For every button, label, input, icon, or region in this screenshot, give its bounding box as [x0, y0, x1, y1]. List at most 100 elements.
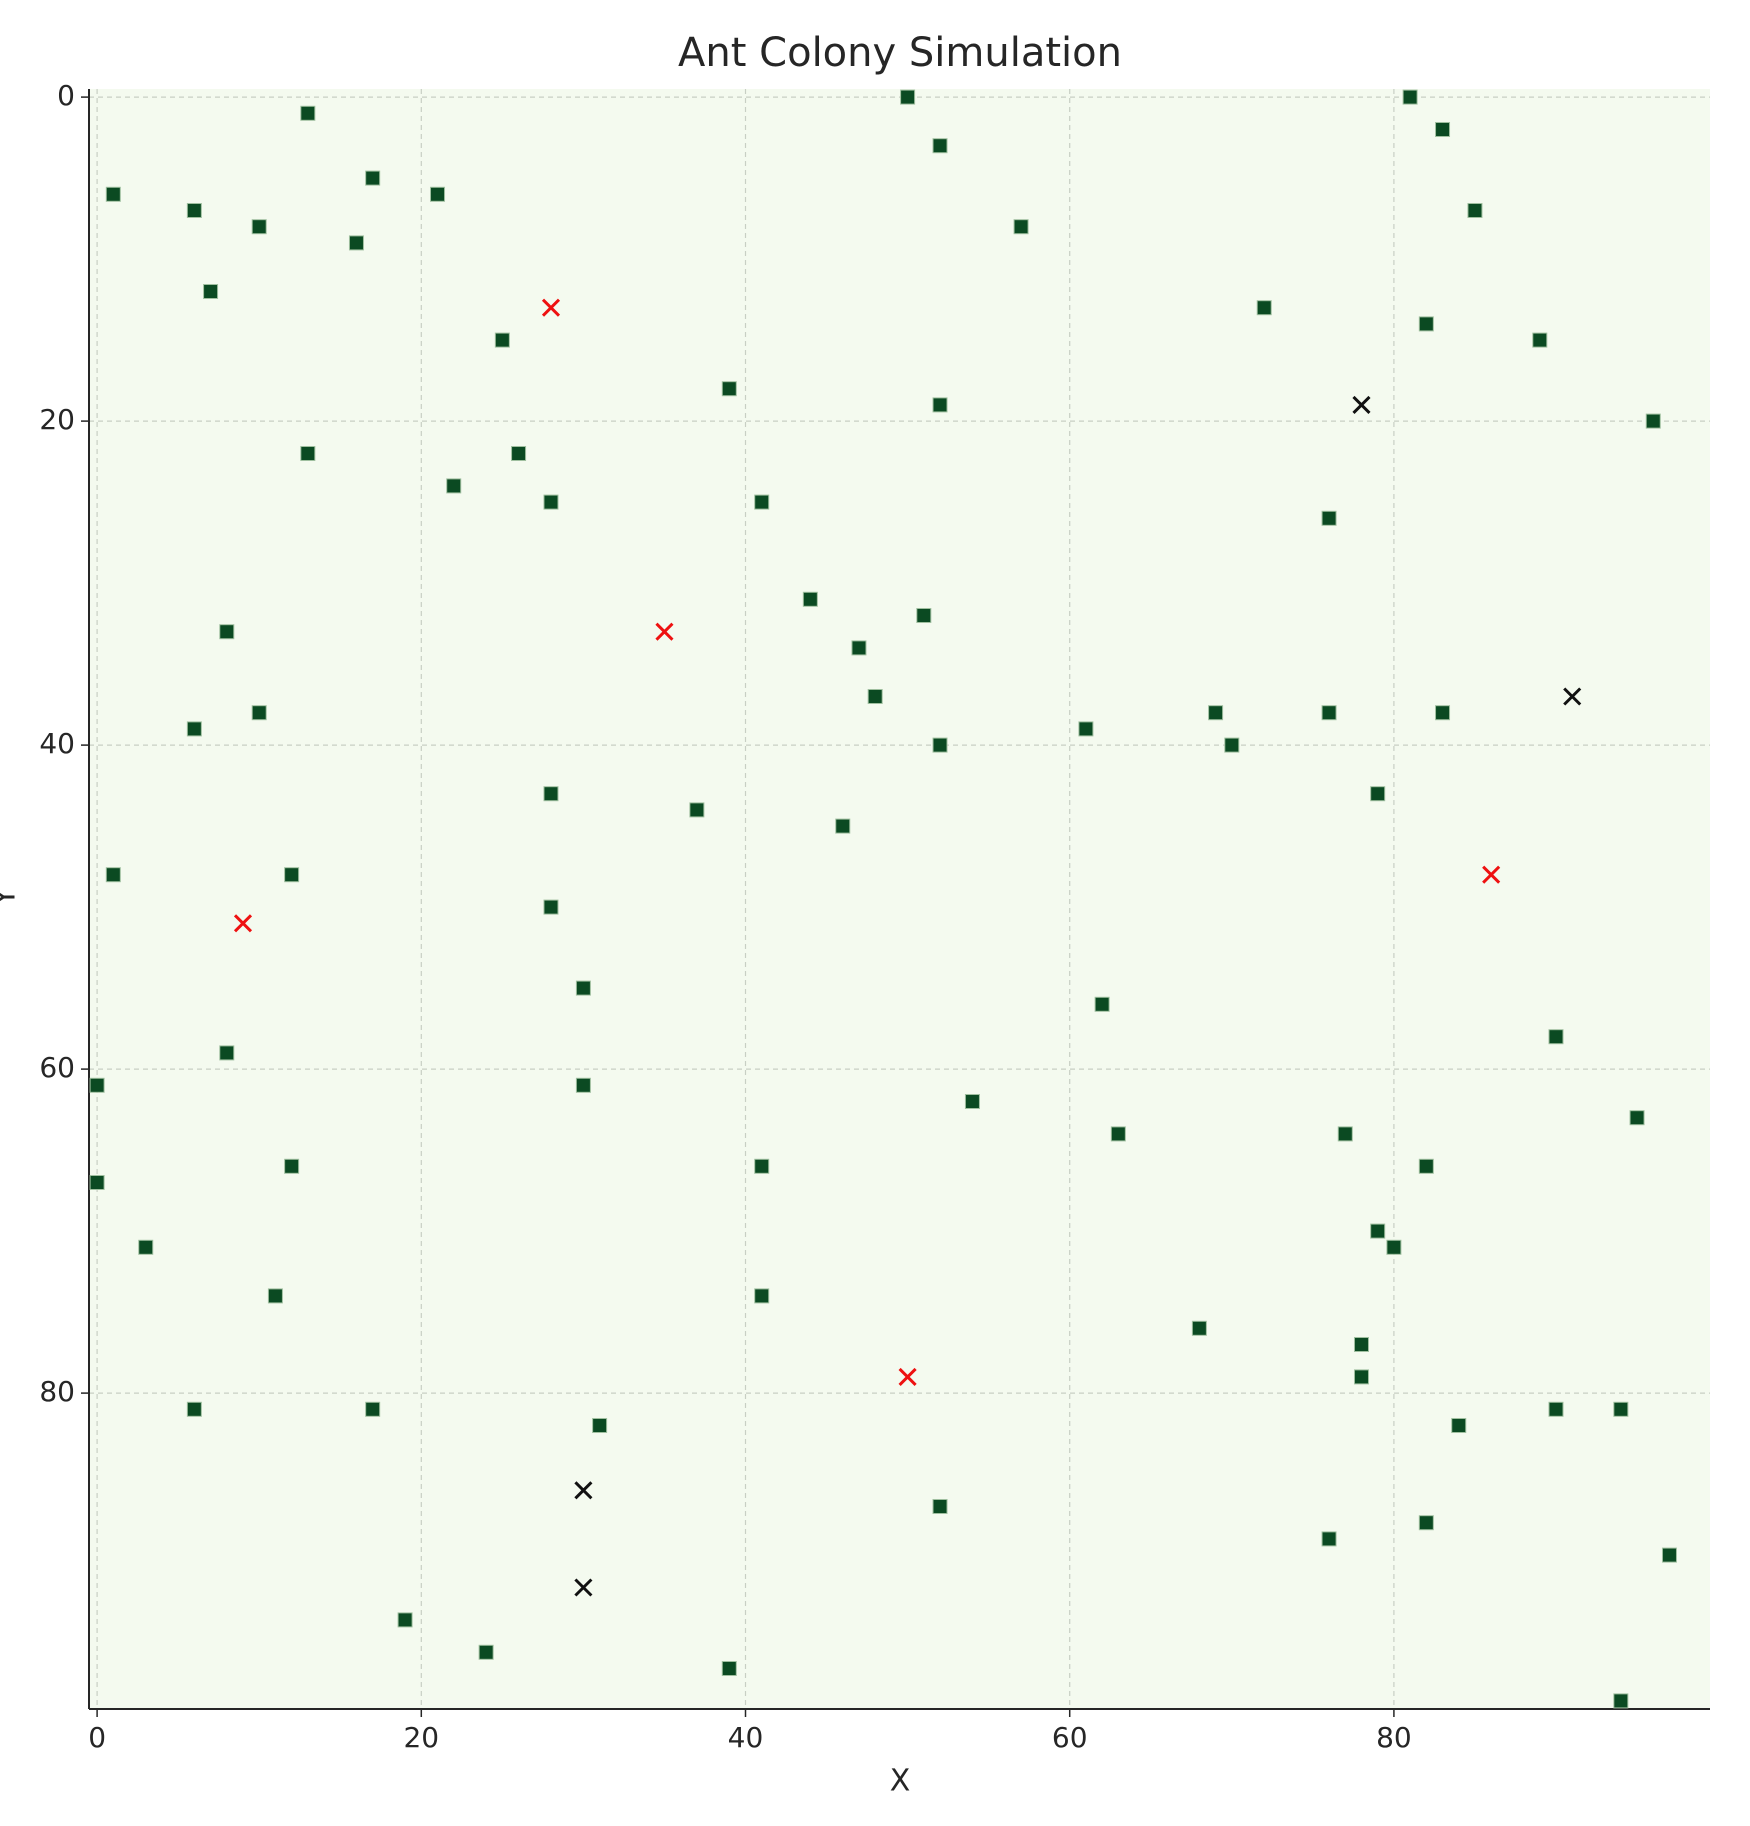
- x-marker: [574, 1578, 593, 1597]
- x-tick-label: 40: [728, 1721, 764, 1754]
- ant-square: [1451, 1418, 1467, 1433]
- ant-square: [430, 186, 446, 202]
- ant-square: [900, 89, 916, 105]
- ant-square: [494, 332, 510, 348]
- ant-square: [543, 899, 559, 915]
- ant-square: [186, 721, 202, 737]
- ant-square: [105, 867, 121, 883]
- ant-square: [1094, 996, 1110, 1012]
- y-tick-label: 20: [39, 403, 75, 436]
- ant-square: [932, 397, 948, 413]
- plot-area: [89, 89, 1710, 1709]
- ant-square: [721, 1661, 737, 1676]
- x-marker: [1563, 687, 1582, 706]
- ant-square: [1435, 705, 1451, 721]
- x-tick-label: 60: [1052, 1721, 1088, 1754]
- ant-square: [251, 219, 267, 235]
- ant-square: [1418, 1515, 1434, 1531]
- ant-square: [802, 591, 818, 607]
- ant-square: [1613, 1693, 1629, 1709]
- ant-square: [186, 203, 202, 218]
- ant-square: [397, 1612, 413, 1628]
- ant-square: [1532, 332, 1548, 348]
- ant-square: [575, 980, 591, 996]
- ant-square: [867, 689, 883, 704]
- ant-square: [932, 737, 948, 753]
- ant-square: [300, 446, 316, 461]
- ant-square: [1353, 1369, 1369, 1385]
- ant-square: [575, 1077, 591, 1093]
- ant-square: [1370, 786, 1386, 802]
- x-marker: [574, 1481, 593, 1500]
- ant-square: [446, 478, 462, 494]
- ant-square: [689, 802, 705, 818]
- ant-square: [284, 867, 300, 883]
- ant-square: [851, 640, 867, 656]
- ant-square: [186, 1401, 202, 1417]
- ant-square: [251, 705, 267, 721]
- ant-square: [1370, 1223, 1386, 1239]
- ant-square: [543, 494, 559, 510]
- ant-square: [478, 1644, 494, 1660]
- ant-square: [1337, 1126, 1353, 1142]
- ant-square: [916, 608, 932, 623]
- ant-square: [219, 624, 235, 640]
- x-tick-label: 80: [1376, 1721, 1412, 1754]
- x-marker: [1482, 865, 1501, 884]
- ant-square: [1353, 1337, 1369, 1352]
- ant-square: [365, 1401, 381, 1417]
- x-marker: [541, 298, 561, 317]
- ant-square: [203, 284, 219, 299]
- ant-square: [932, 138, 948, 154]
- ant-square: [1110, 1126, 1126, 1142]
- ant-square: [1435, 122, 1451, 137]
- ant-square: [284, 1158, 300, 1174]
- ant-square: [511, 446, 527, 461]
- ant-square: [1467, 203, 1483, 218]
- ant-square: [835, 818, 851, 834]
- ant-square: [1224, 737, 1240, 753]
- ant-square: [1613, 1401, 1629, 1417]
- ant-square: [932, 1499, 948, 1514]
- x-marker: [1352, 395, 1371, 414]
- ant-square: [1548, 1029, 1564, 1045]
- ant-square: [543, 786, 559, 802]
- y-tick-label: 0: [57, 79, 75, 112]
- ant-square: [1321, 510, 1337, 526]
- ant-square: [1418, 316, 1434, 332]
- ant-square: [1078, 721, 1094, 737]
- ant-square: [1402, 89, 1418, 105]
- x-tick-label: 20: [403, 1721, 439, 1754]
- ant-square: [105, 186, 121, 202]
- x-marker: [233, 914, 253, 933]
- ant-square: [1191, 1320, 1207, 1336]
- y-axis-label: Y: [0, 887, 23, 907]
- ant-square: [1629, 1110, 1645, 1126]
- ant-square: [754, 1158, 770, 1174]
- ant-square: [964, 1094, 980, 1109]
- ant-square: [1386, 1239, 1402, 1255]
- ant-square: [1256, 300, 1272, 316]
- ant-square: [1321, 705, 1337, 721]
- y-tick-label: 60: [39, 1051, 75, 1084]
- ant-square: [300, 105, 316, 121]
- ant-square: [1661, 1547, 1677, 1563]
- ant-square: [754, 1288, 770, 1304]
- ant-square: [138, 1239, 154, 1255]
- ant-square: [721, 381, 737, 397]
- ant-square: [1645, 413, 1661, 429]
- ant-square: [1321, 1531, 1337, 1547]
- x-axis-label: X: [890, 1764, 911, 1799]
- ant-square: [1013, 219, 1029, 235]
- ant-square: [89, 1175, 105, 1190]
- chart-title: Ant Colony Simulation: [678, 30, 1122, 76]
- ant-square: [219, 1045, 235, 1061]
- ant-square: [267, 1288, 283, 1304]
- y-tick-label: 40: [39, 727, 75, 760]
- ant-square: [348, 235, 364, 251]
- ant-square: [1208, 705, 1224, 721]
- ant-square: [754, 494, 770, 510]
- x-marker: [898, 1367, 917, 1386]
- x-marker: [655, 622, 674, 641]
